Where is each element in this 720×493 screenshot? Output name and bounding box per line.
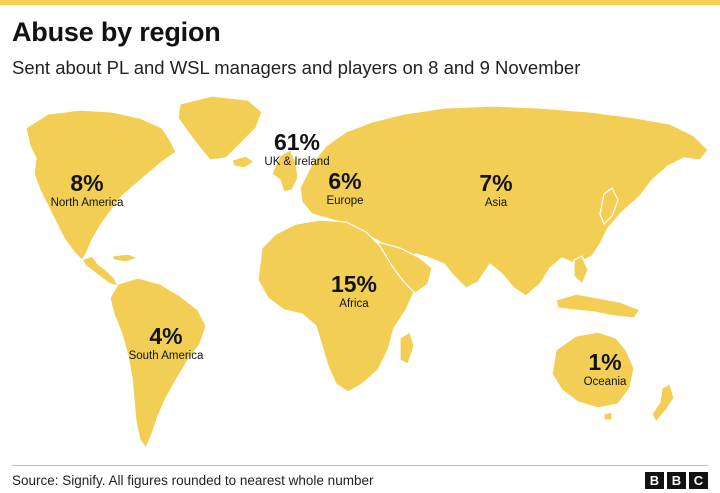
source-note: Source: Signify. All figures rounded to … (12, 473, 374, 488)
bbc-logo-letter: B (645, 472, 664, 489)
bbc-logo: B B C (645, 472, 708, 489)
bbc-logo-letter: C (689, 472, 708, 489)
region-name-uk-ireland: UK & Ireland (264, 156, 329, 168)
region-percent-north-america: 8% (70, 170, 103, 196)
region-name-north-america: North America (51, 197, 124, 209)
region-name-europe: Europe (326, 195, 363, 207)
land-southeast-asia-islands (555, 293, 641, 319)
land-philippines (573, 255, 589, 285)
region-name-south-america: South America (129, 350, 204, 362)
region-percent-europe: 6% (328, 168, 361, 194)
region-labels: 61% UK & Ireland 8% North America 7% Asi… (51, 129, 627, 388)
region-percent-africa: 15% (331, 271, 377, 297)
region-name-oceania: Oceania (584, 376, 627, 388)
land-iceland (231, 155, 255, 169)
land-japan (599, 187, 619, 225)
landmasses (25, 95, 709, 449)
land-south-america (109, 277, 207, 449)
land-greenland (177, 95, 263, 161)
land-uk-ireland (271, 149, 299, 193)
region-percent-uk-ireland: 61% (274, 129, 320, 155)
region-percent-asia: 7% (479, 170, 512, 196)
bbc-logo-letter: B (667, 472, 686, 489)
region-percent-oceania: 1% (588, 349, 621, 375)
land-caribbean (111, 253, 139, 263)
region-name-africa: Africa (339, 298, 369, 310)
land-africa (257, 219, 415, 393)
land-australia (551, 331, 635, 409)
region-name-asia: Asia (485, 197, 508, 209)
land-madagascar (399, 331, 415, 365)
land-central-america (81, 255, 119, 287)
chart-title: Abuse by region (12, 17, 221, 47)
world-map: 61% UK & Ireland 8% North America 7% Asi… (25, 95, 709, 449)
footer-divider (12, 465, 708, 466)
chart-subtitle: Sent about PL and WSL managers and playe… (12, 57, 581, 78)
land-new-zealand (651, 383, 675, 423)
land-tasmania (603, 411, 613, 421)
land-north-america (25, 109, 177, 261)
accent-bar (0, 0, 720, 5)
region-percent-south-america: 4% (149, 323, 182, 349)
